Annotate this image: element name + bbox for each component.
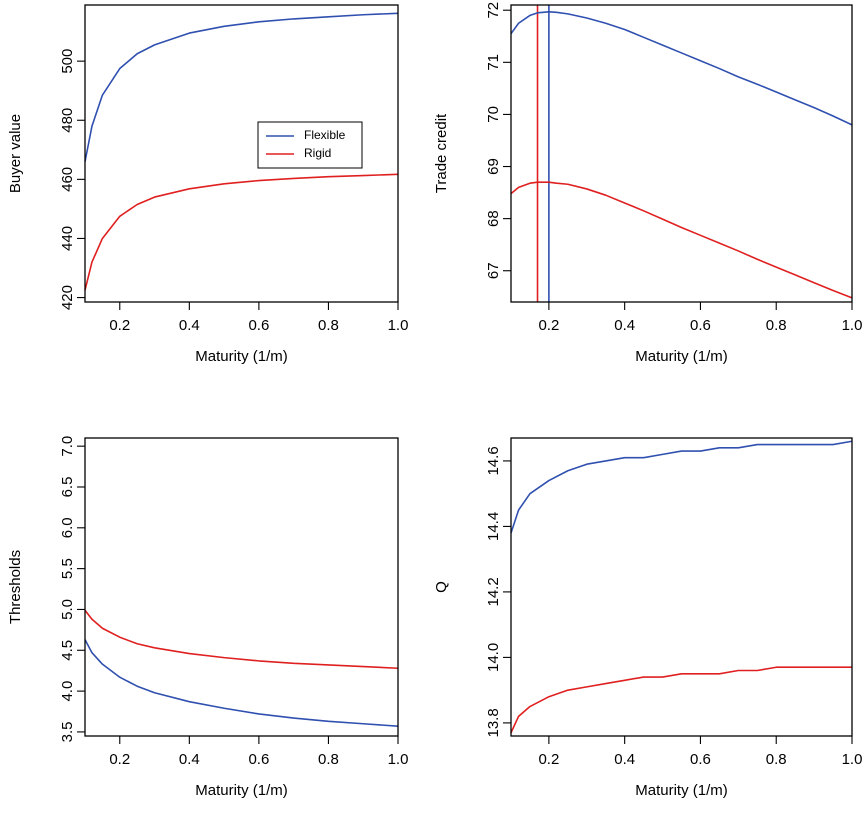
x-axis-label: Maturity (1/m) [195,348,288,365]
y-axis-label: Q [433,581,450,593]
y-tick-label: 14.4 [485,512,502,541]
panel-2: 0.2 0.4 0.6 0.8 1.0 67 68 69 70 71 72 Maturity (1/m… [433,2,862,365]
x-tick-label: 0.8 [766,751,787,768]
legend-label-rigid: Rigid [304,146,331,160]
y-tick-label: 68 [485,210,502,227]
y-tick-label: 7.0 [59,436,76,457]
y-tick-label: 6.0 [59,517,76,538]
y-tick-label: 71 [485,54,502,71]
y-tick-label: 5.5 [59,558,76,579]
x-tick-label: 0.2 [109,317,130,334]
series-rigid [510,181,853,299]
y-axis-label: Buyer value [7,114,24,193]
series-flexible [84,639,399,727]
y-tick-label: 14.6 [485,446,502,475]
series-flexible [84,12,399,162]
series-rigid [510,666,852,734]
x-tick-label: 0.4 [179,751,200,768]
x-tick-label: 0.6 [248,317,269,334]
y-axis-label: Trade credit [433,113,450,193]
panel-4: 0.2 0.4 0.6 0.8 1.0 13.8 14.0 14.2 14.4 14.6 Matur… [433,437,863,799]
y-tick-label: 420 [59,285,76,310]
y-tick-label: 440 [59,226,76,251]
x-tick-label: 0.6 [690,751,711,768]
y-tick-label: 480 [59,108,76,133]
x-tick-label: 1.0 [842,317,863,334]
y-tick-label: 72 [485,2,502,19]
y-tick-label: 14.0 [485,643,502,672]
y-tick-label: 6.5 [59,477,76,498]
plot-frame [84,437,399,737]
x-tick-label: 1.0 [388,751,409,768]
series-rigid [84,173,399,291]
x-tick-label: 0.6 [248,751,269,768]
y-tick-label: 3.5 [59,721,76,742]
x-axis-label: Maturity (1/m) [635,782,728,799]
x-tick-label: 1.0 [388,317,409,334]
y-tick-label: 4.5 [59,640,76,661]
y-axis-label: Thresholds [7,550,24,624]
x-axis-label: Maturity (1/m) [635,348,728,365]
x-axis-label: Maturity (1/m) [195,782,288,799]
y-tick-label: 460 [59,167,76,192]
y-tick-label: 500 [59,49,76,74]
plot-frame [510,4,853,303]
x-tick-label: 0.8 [318,751,339,768]
legend: Flexible Rigid [257,121,363,169]
x-tick-label: 0.4 [614,317,635,334]
x-tick-label: 0.4 [179,317,200,334]
x-tick-label: 0.2 [538,317,559,334]
x-tick-label: 0.8 [318,317,339,334]
y-tick-label: 13.8 [485,708,502,737]
y-tick-label: 70 [485,106,502,123]
x-tick-label: 0.6 [690,317,711,334]
x-tick-label: 0.8 [766,317,787,334]
x-tick-label: 0.2 [538,751,559,768]
x-tick-label: 1.0 [842,751,863,768]
legend-label-flexible: Flexible [304,128,346,142]
y-tick-label: 14.2 [485,577,502,606]
y-tick-label: 69 [485,158,502,175]
series-flexible [510,440,853,534]
series-rigid [84,609,399,670]
panel-3: 0.2 0.4 0.6 0.8 1.0 3.5 4.0 4.5 5.0 5.5 6.0 6.5 7.0 M… [7,436,408,799]
series-flexible [510,10,853,126]
panel-1: 0.2 0.4 0.6 0.8 1.0 420 440 460 480 500 Maturity (… [7,4,409,365]
x-tick-label: 0.4 [614,751,635,768]
x-tick-label: 0.2 [109,751,130,768]
y-tick-label: 4.0 [59,681,76,702]
legend-box [257,121,363,169]
y-tick-label: 67 [485,262,502,279]
y-tick-label: 5.0 [59,599,76,620]
